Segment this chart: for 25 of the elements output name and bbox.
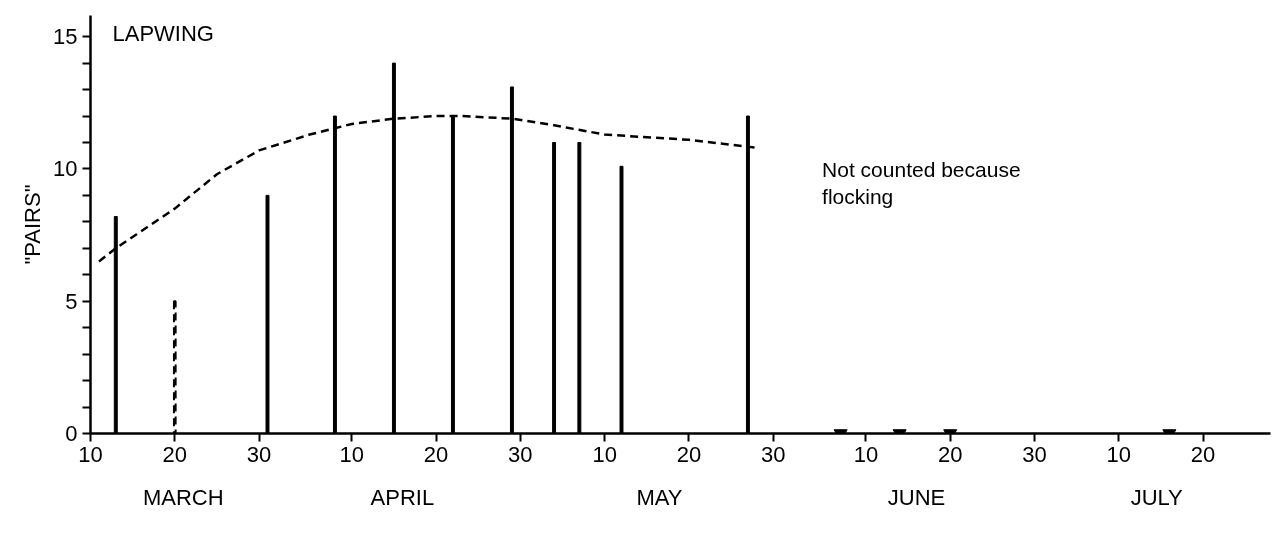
text: MARCH xyxy=(142,484,224,510)
x-tick-label: 30 xyxy=(246,441,272,467)
x-tick-label: 20 xyxy=(937,441,963,467)
x-tick-label: 30 xyxy=(1022,441,1047,467)
x-tick-label: 30 xyxy=(508,441,533,467)
y-tick-label: 10 xyxy=(53,156,78,182)
y-tick-label: 5 xyxy=(65,288,78,314)
text: MAY xyxy=(636,484,683,510)
x-tick-label: 20 xyxy=(1190,441,1216,467)
text: APRIL xyxy=(370,484,435,510)
text: JUNE xyxy=(887,484,946,510)
x-tick-label: 10 xyxy=(592,441,617,467)
text: JULY xyxy=(1130,484,1184,510)
x-tick-label: 20 xyxy=(162,441,188,467)
y-axis-title: "PAIRS" xyxy=(20,184,46,265)
x-tick-label: 10 xyxy=(853,441,879,467)
x-tick-label: 30 xyxy=(760,441,786,467)
x-tick-label: 20 xyxy=(423,441,449,467)
x-tick-label: 10 xyxy=(1106,441,1132,467)
x-tick-label: 20 xyxy=(676,441,702,467)
y-tick-label: 0 xyxy=(65,421,78,446)
chart-title: LAPWING xyxy=(112,20,214,46)
x-tick-label: 10 xyxy=(339,441,365,467)
annotation: Not counted because flocking xyxy=(822,157,1021,209)
y-tick-label: 15 xyxy=(53,24,78,50)
